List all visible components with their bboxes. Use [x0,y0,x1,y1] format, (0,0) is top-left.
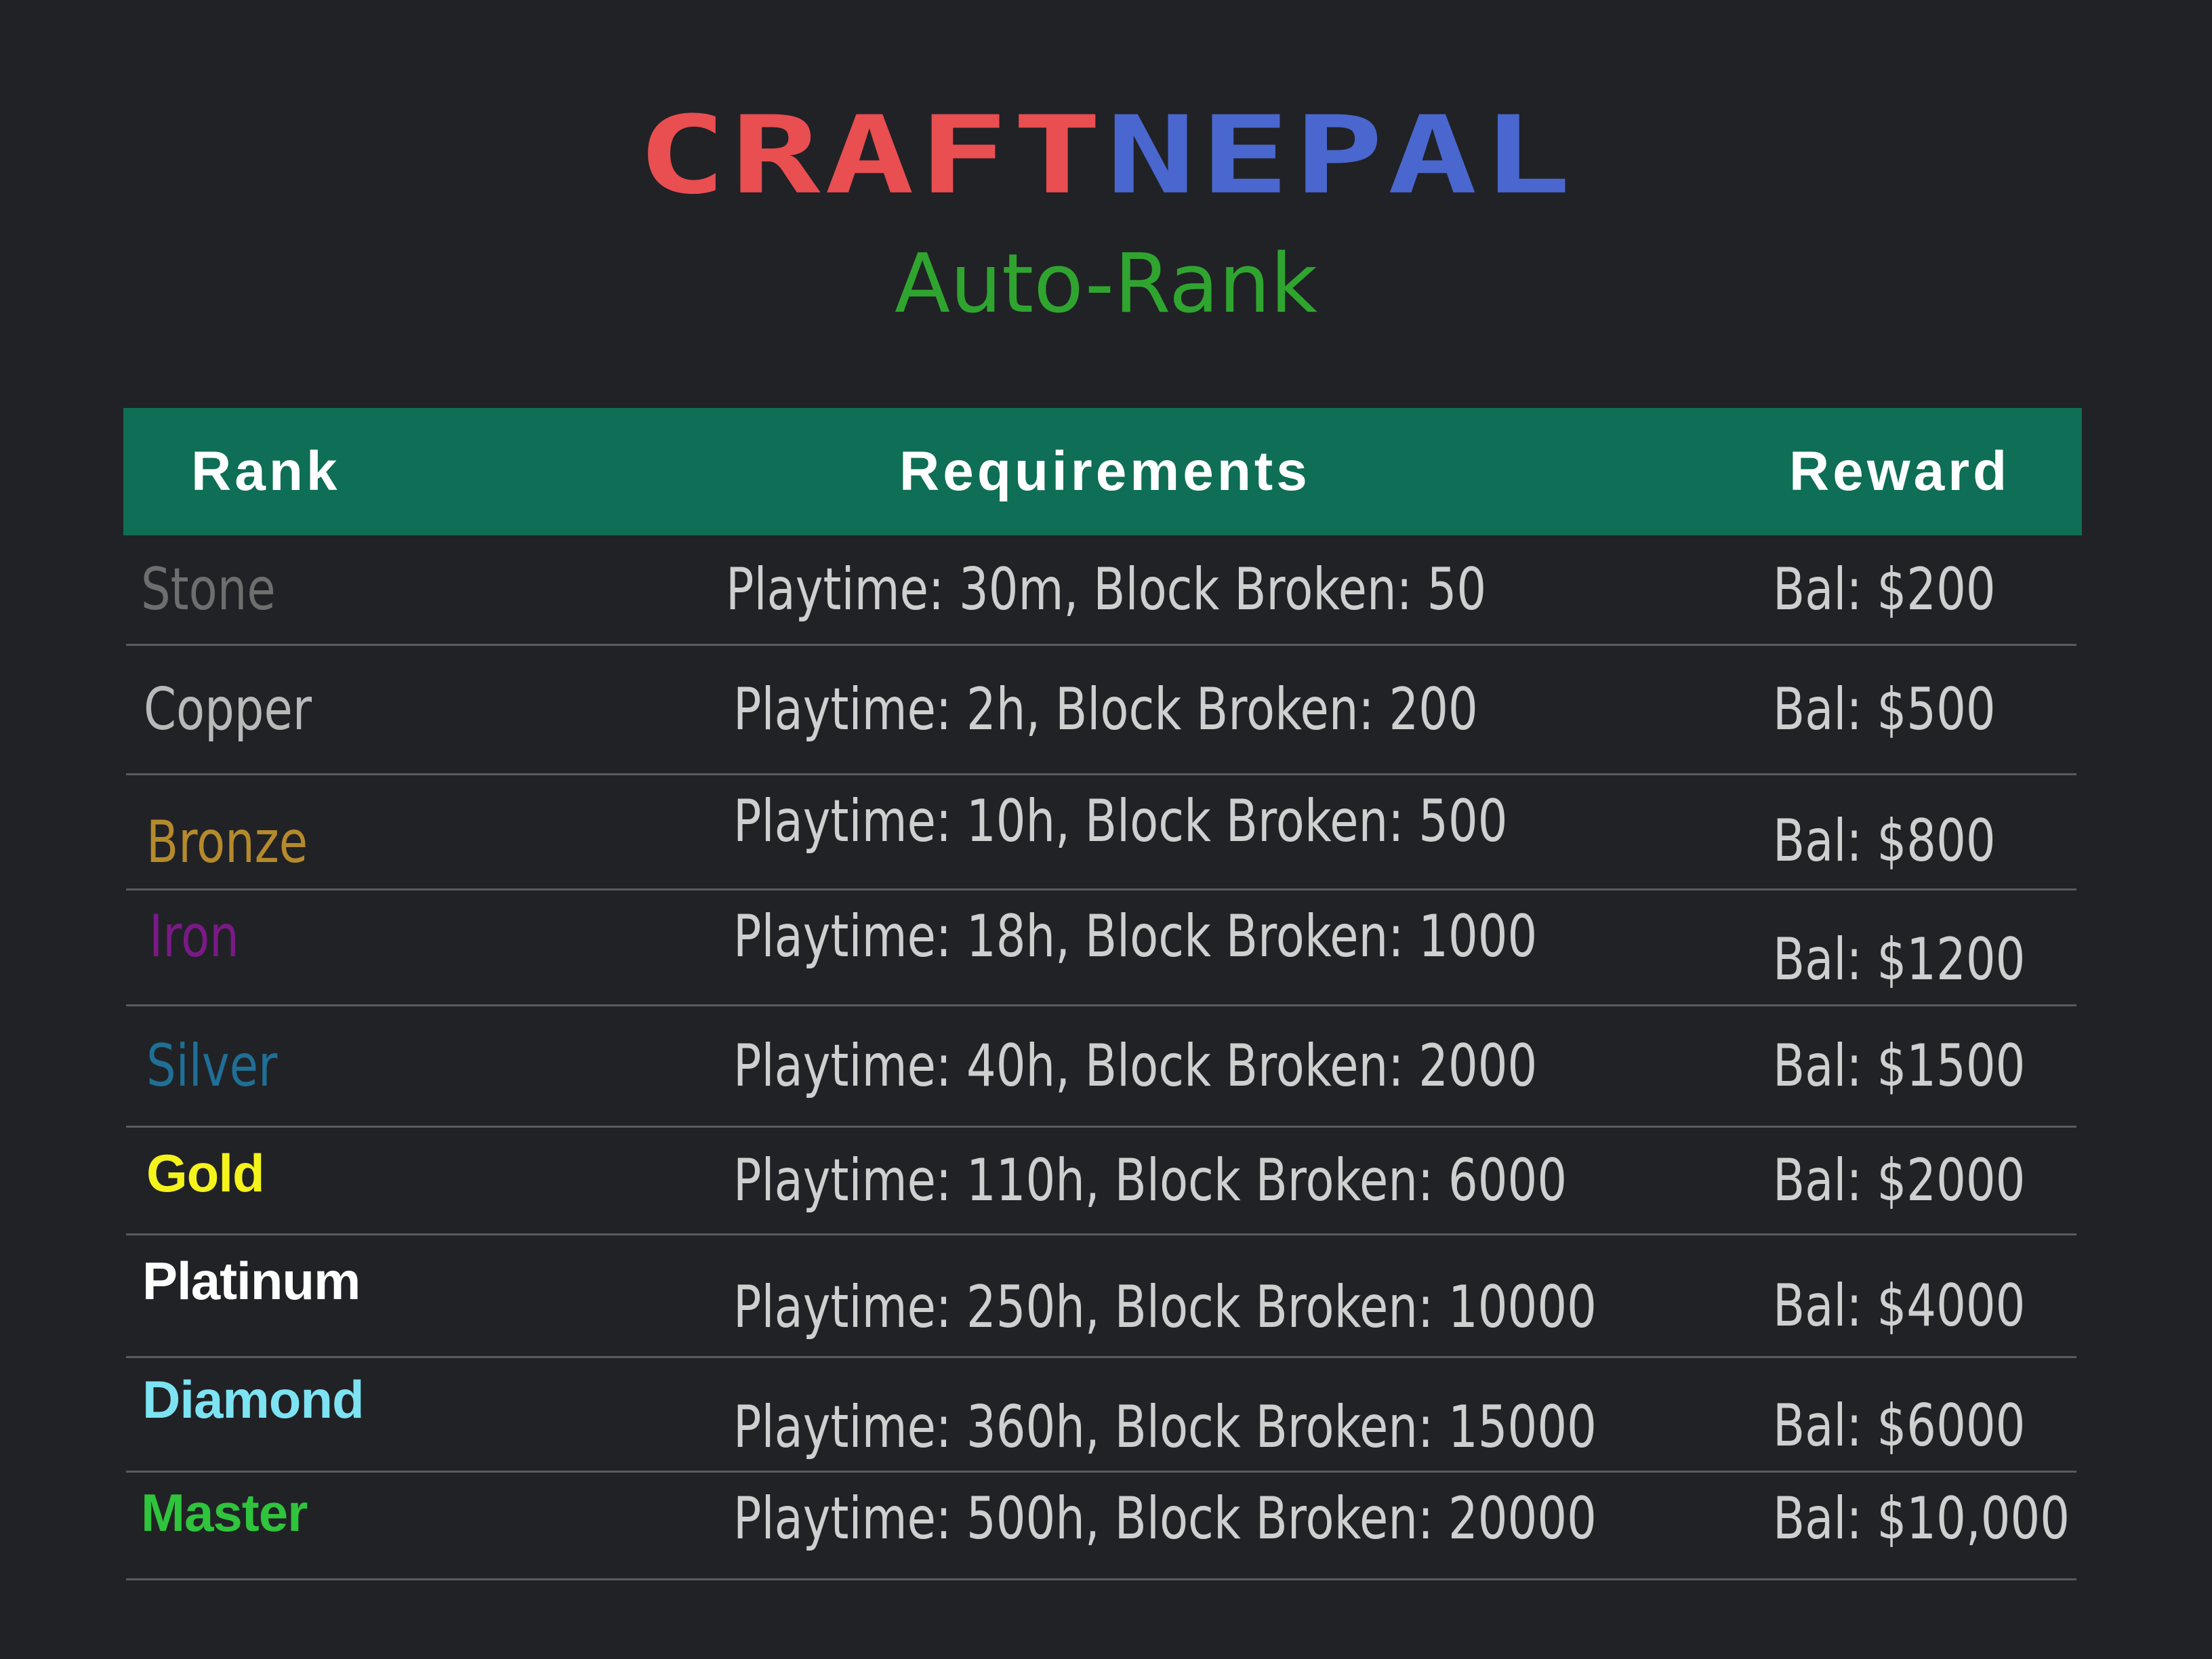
table-row: Silver Playtime: 40h, Block Broken: 2000… [126,1006,2076,1128]
reward-text: Bal: $1200 [1773,926,2026,994]
header-requirements: Requirements [899,441,1311,502]
reward-text: Bal: $1500 [1773,1032,2026,1100]
requirements-text: Playtime: 40h, Block Broken: 2000 [733,1032,1538,1100]
table-row: Copper Playtime: 2h, Block Broken: 200 B… [126,646,2076,775]
craftnepal-logo: CRAFTNEPAL [0,102,2212,251]
reward-text: Bal: $200 [1773,556,1996,623]
requirements-text: Playtime: 250h, Block Broken: 10000 [733,1273,1597,1341]
logo-part-craft: CRAFT [636,93,1106,218]
requirements-text: Playtime: 10h, Block Broken: 500 [733,787,1508,855]
table-row: Gold Playtime: 110h, Block Broken: 6000 … [126,1128,2076,1235]
requirements-text: Playtime: 500h, Block Broken: 20000 [733,1485,1597,1553]
header-reward: Reward [1789,441,2011,502]
page-subtitle: Auto-Rank [895,237,1317,331]
rank-name: Bronze [146,808,308,876]
rank-name: Iron [149,903,239,970]
header-rank: Rank [191,441,341,502]
table-row: Iron Playtime: 18h, Block Broken: 1000 B… [126,890,2076,1006]
rank-name: Silver [146,1032,278,1100]
reward-text: Bal: $2000 [1773,1147,2026,1214]
table-header: Rank Requirements Reward [123,408,2082,535]
rank-name: Platinum [142,1251,361,1311]
reward-text: Bal: $6000 [1773,1392,2026,1460]
logo-part-nepal: NEPAL [1106,93,1576,218]
reward-text: Bal: $800 [1773,807,1996,875]
reward-text: Bal: $4000 [1773,1272,2026,1340]
reward-text: Bal: $10,000 [1773,1485,2070,1553]
reward-text: Bal: $500 [1773,676,1996,743]
rank-name: Gold [146,1143,265,1203]
table-row: Platinum Playtime: 250h, Block Broken: 1… [126,1235,2076,1358]
rank-name: Diamond [142,1370,365,1429]
table-row: Master Playtime: 500h, Block Broken: 200… [126,1473,2076,1580]
rank-name: Stone [141,556,276,623]
table-row: Bronze Playtime: 10h, Block Broken: 500 … [126,775,2076,890]
rank-name: Master [141,1483,308,1542]
requirements-text: Playtime: 2h, Block Broken: 200 [733,676,1478,743]
table-row: Stone Playtime: 30m, Block Broken: 50 Ba… [126,535,2076,646]
requirements-text: Playtime: 18h, Block Broken: 1000 [733,903,1538,970]
rank-name: Copper [144,676,312,743]
requirements-text: Playtime: 30m, Block Broken: 50 [726,556,1487,623]
table-row: Diamond Playtime: 360h, Block Broken: 15… [126,1358,2076,1473]
requirements-text: Playtime: 360h, Block Broken: 15000 [733,1393,1597,1461]
requirements-text: Playtime: 110h, Block Broken: 6000 [733,1147,1568,1214]
